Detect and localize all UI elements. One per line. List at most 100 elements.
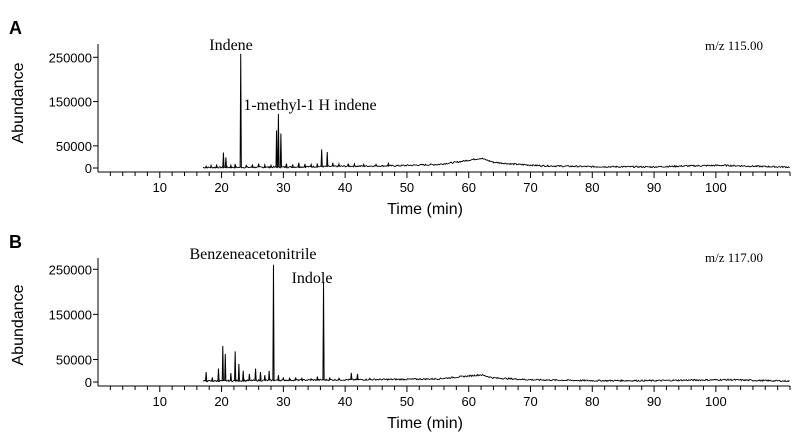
x-tick-label-b: 100 bbox=[705, 394, 727, 409]
y-tick-label-b: 250000 bbox=[49, 262, 92, 277]
x-tick-label-a: 10 bbox=[153, 180, 167, 195]
peak bbox=[268, 370, 271, 381]
peak bbox=[320, 149, 323, 167]
peak bbox=[322, 281, 325, 380]
x-tick-label-a: 90 bbox=[647, 180, 661, 195]
peak bbox=[288, 376, 291, 381]
peak bbox=[328, 377, 331, 380]
peak bbox=[279, 133, 282, 168]
peak bbox=[245, 164, 248, 168]
peak bbox=[237, 363, 240, 381]
peak bbox=[229, 163, 232, 168]
peak bbox=[229, 372, 232, 381]
x-tick-label-a: 80 bbox=[585, 180, 599, 195]
peak bbox=[222, 152, 225, 168]
peak bbox=[263, 162, 266, 168]
peak bbox=[337, 377, 341, 380]
x-tick-label-b: 50 bbox=[400, 394, 414, 409]
peak bbox=[294, 377, 297, 381]
x-tick-label-a: 20 bbox=[214, 180, 228, 195]
peak bbox=[350, 372, 353, 380]
peak bbox=[285, 163, 288, 168]
x-tick-label-b: 40 bbox=[338, 394, 352, 409]
peak bbox=[257, 163, 260, 168]
peak bbox=[300, 376, 303, 381]
peak bbox=[291, 164, 294, 168]
peak bbox=[337, 162, 341, 167]
x-tick-label-b: 20 bbox=[214, 394, 228, 409]
peak bbox=[248, 373, 251, 381]
x-tick-label-a: 30 bbox=[276, 180, 290, 195]
peak bbox=[374, 163, 378, 167]
peak bbox=[310, 162, 313, 167]
peak bbox=[205, 165, 208, 168]
peak bbox=[254, 368, 257, 381]
peak bbox=[224, 354, 227, 381]
peak bbox=[282, 377, 285, 381]
peak bbox=[269, 163, 273, 168]
baseline-trace-a bbox=[202, 157, 790, 169]
ion-label-a: m/z 115.00 bbox=[705, 38, 763, 53]
x-tick-label-a: 50 bbox=[400, 180, 414, 195]
peak bbox=[347, 163, 350, 167]
peak bbox=[234, 351, 237, 381]
axes-b: 10 20 30 40 50 60 70 80 90 100 0 50000 150000 250000 bbox=[49, 258, 791, 409]
peak bbox=[356, 373, 359, 380]
y-tick-label-b: 150000 bbox=[49, 307, 92, 322]
peak bbox=[316, 163, 319, 167]
axes-a: 10 20 30 40 50 60 70 80 90 100 0 50000 150000 250000 bbox=[49, 44, 791, 195]
x-tick-label-b: 30 bbox=[276, 394, 290, 409]
peak-annotation-a: Indene bbox=[209, 37, 253, 54]
x-tick-label-b: 80 bbox=[585, 394, 599, 409]
y-tick-label-a: 50000 bbox=[56, 139, 92, 154]
peak bbox=[239, 53, 242, 168]
x-tick-label-b: 60 bbox=[461, 394, 475, 409]
y-axis-label-a: Abundance bbox=[10, 62, 27, 143]
peak bbox=[215, 164, 218, 168]
peak bbox=[277, 113, 280, 168]
peak bbox=[272, 264, 275, 381]
peak bbox=[310, 377, 313, 381]
peak bbox=[242, 370, 245, 381]
x-axis-label-a: Time (min) bbox=[387, 201, 463, 218]
peak bbox=[297, 162, 300, 167]
y-tick-label-a: 150000 bbox=[49, 95, 92, 110]
peak bbox=[211, 377, 214, 382]
peak bbox=[259, 372, 262, 381]
peak bbox=[353, 162, 356, 167]
annotations-a: Indene 1-methyl-1 H indene bbox=[209, 37, 376, 114]
annotations-b: Benzeneacetonitrile Indole bbox=[189, 246, 332, 287]
peak bbox=[224, 157, 227, 168]
panel-b: B m/z 117.00 Abundance Time (min) 10 20 30… bbox=[9, 232, 791, 432]
peak bbox=[209, 163, 213, 168]
peak bbox=[275, 130, 278, 168]
peak bbox=[277, 375, 280, 381]
trace-a bbox=[202, 53, 790, 169]
peak bbox=[331, 162, 334, 167]
peak bbox=[303, 163, 307, 167]
y-tick-label-b: 0 bbox=[85, 375, 92, 390]
trace-b bbox=[202, 264, 790, 383]
ion-label-b: m/z 117.00 bbox=[705, 250, 763, 265]
peak-annotation-a: 1-methyl-1 H indene bbox=[243, 97, 376, 114]
y-axis-label-b: Abundance bbox=[10, 284, 27, 365]
x-tick-label-a: 60 bbox=[461, 180, 475, 195]
x-tick-label-a: 40 bbox=[338, 180, 352, 195]
panel-label-b: B bbox=[9, 232, 22, 252]
peak bbox=[326, 152, 329, 167]
peak bbox=[217, 368, 220, 381]
x-tick-label-a: 70 bbox=[523, 180, 537, 195]
peak bbox=[387, 162, 390, 166]
peak-annotation-b: Benzeneacetonitrile bbox=[189, 246, 316, 263]
peak bbox=[234, 163, 237, 168]
panel-a: A m/z 115.00 Abundance Time (min) 10 20 30… bbox=[9, 18, 791, 218]
peak bbox=[368, 377, 371, 380]
x-tick-label-b: 10 bbox=[153, 394, 167, 409]
peak bbox=[205, 372, 208, 382]
y-tick-label-b: 50000 bbox=[56, 352, 92, 367]
x-tick-label-b: 90 bbox=[647, 394, 661, 409]
peak bbox=[251, 164, 254, 168]
x-tick-label-b: 70 bbox=[523, 394, 537, 409]
peak bbox=[316, 376, 319, 381]
